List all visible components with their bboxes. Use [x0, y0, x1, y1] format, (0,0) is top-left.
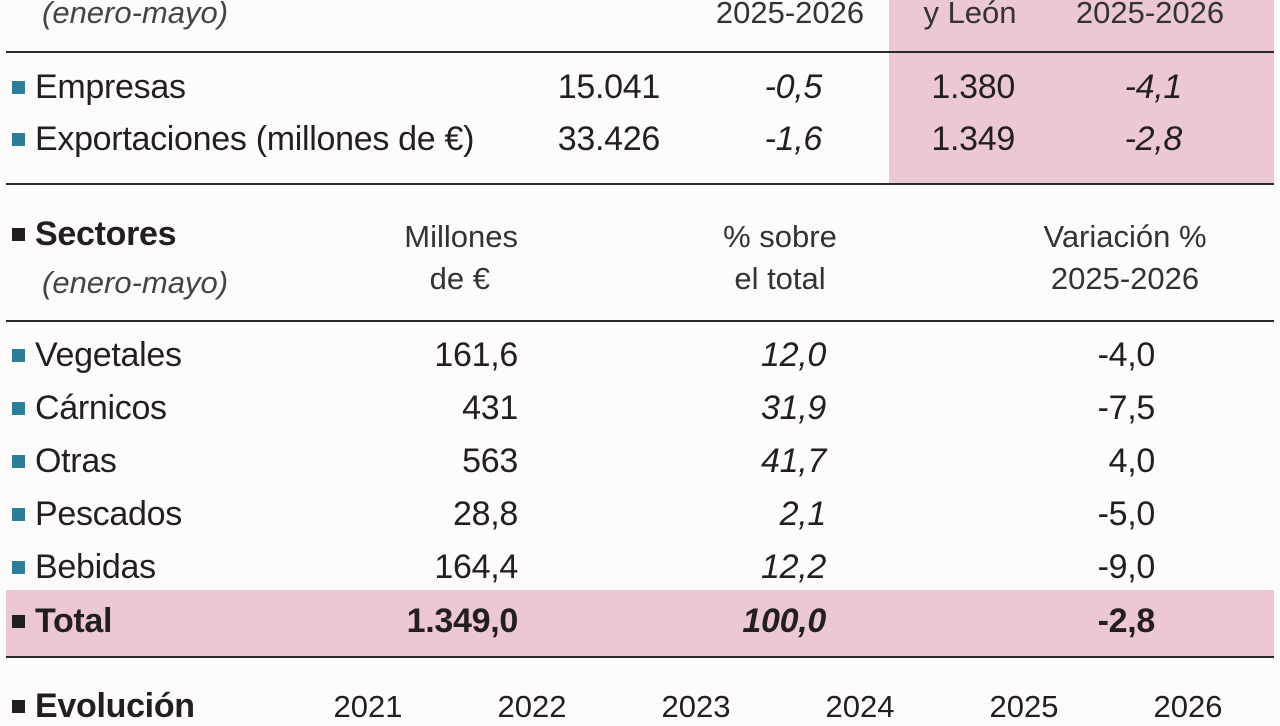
- sector-pct: 12,2: [761, 548, 826, 586]
- bullet-square-icon: [12, 508, 25, 521]
- top-row-cyl-variation: -2,8: [1124, 120, 1183, 158]
- total-row-highlight: [6, 590, 1274, 656]
- sector-millones: 161,6: [434, 336, 518, 374]
- sector-millones: 28,8: [453, 495, 518, 533]
- col-header-pct-2: el total: [734, 261, 826, 296]
- evolucion-year: 2022: [497, 689, 567, 724]
- sector-var: -9,0: [1097, 548, 1156, 586]
- bullet-square-icon: [12, 700, 25, 713]
- sector-millones: 563: [462, 442, 518, 480]
- col-header-millones-2: de €: [429, 261, 490, 296]
- col-header-pct-1: % sobre: [723, 219, 837, 254]
- top-table-divider: [6, 183, 1274, 185]
- evolucion-year: 2021: [333, 689, 403, 724]
- bullet-square-icon: [12, 228, 25, 241]
- col-header-var-2: 2025-2026: [1050, 261, 1200, 296]
- top-row-label: Exportaciones (millones de €): [12, 119, 474, 159]
- sector-pct: 31,9: [761, 389, 826, 427]
- bullet-square-icon: [12, 81, 25, 94]
- top-row-total: 33.426: [557, 120, 661, 158]
- top-header-cyl: y León: [923, 0, 1017, 30]
- sector-var: -5,0: [1097, 495, 1156, 533]
- top-row-variation: -1,6: [764, 120, 823, 158]
- sector-label: Vegetales: [12, 335, 182, 375]
- bullet-square-icon: [12, 349, 25, 362]
- sector-label: Cárnicos: [12, 388, 167, 428]
- sectores-header-divider: [6, 320, 1274, 322]
- sector-label: Bebidas: [12, 547, 156, 587]
- top-header-variation: 2025-2026: [715, 0, 865, 30]
- pie-chart-fragment: [350, 0, 440, 10]
- top-row-cyl: 1.380: [931, 68, 1015, 106]
- evolucion-year: 2025: [989, 689, 1059, 724]
- evolucion-year: 2023: [661, 689, 731, 724]
- total-var: -2,8: [1097, 602, 1156, 640]
- sector-pct: 2,1: [779, 495, 827, 533]
- total-pct: 100,0: [742, 602, 826, 640]
- total-divider: [6, 656, 1274, 658]
- bullet-square-icon: [12, 455, 25, 468]
- top-period-label: (enero-mayo): [42, 0, 229, 30]
- top-header-cyl-variation: 2025-2026: [1075, 0, 1225, 30]
- cyl-column-highlight: [889, 0, 1274, 183]
- bullet-square-icon: [12, 402, 25, 415]
- evolucion-year: 2024: [825, 689, 895, 724]
- sector-pct: 12,0: [761, 336, 826, 374]
- bullet-square-icon: [12, 133, 25, 146]
- top-row-variation: -0,5: [764, 68, 823, 106]
- total-millones: 1.349,0: [406, 602, 519, 640]
- sector-label: Otras: [12, 441, 117, 481]
- top-row-label: Empresas: [12, 67, 186, 107]
- sector-millones: 164,4: [434, 548, 518, 586]
- sector-pct: 41,7: [761, 442, 826, 480]
- top-header-divider: [6, 51, 1274, 53]
- total-label: Total: [12, 601, 113, 641]
- top-row-total: 15.041: [557, 68, 661, 106]
- col-header-var-1: Variación %: [1043, 219, 1207, 254]
- sector-var: -4,0: [1097, 336, 1156, 374]
- evolucion-title: Evolución: [12, 686, 195, 726]
- top-row-cyl: 1.349: [931, 120, 1015, 158]
- sector-millones: 431: [462, 389, 518, 427]
- sector-label: Pescados: [12, 494, 182, 534]
- sectores-period: (enero-mayo): [42, 265, 229, 300]
- bullet-square-icon: [12, 615, 25, 628]
- top-row-cyl-variation: -4,1: [1124, 68, 1183, 106]
- sector-var: -7,5: [1097, 389, 1156, 427]
- sector-var: 4,0: [1108, 442, 1156, 480]
- evolucion-year: 2026: [1153, 689, 1223, 724]
- bullet-square-icon: [12, 561, 25, 574]
- sectores-title: Sectores: [12, 214, 177, 254]
- col-header-millones-1: Millones: [404, 219, 518, 254]
